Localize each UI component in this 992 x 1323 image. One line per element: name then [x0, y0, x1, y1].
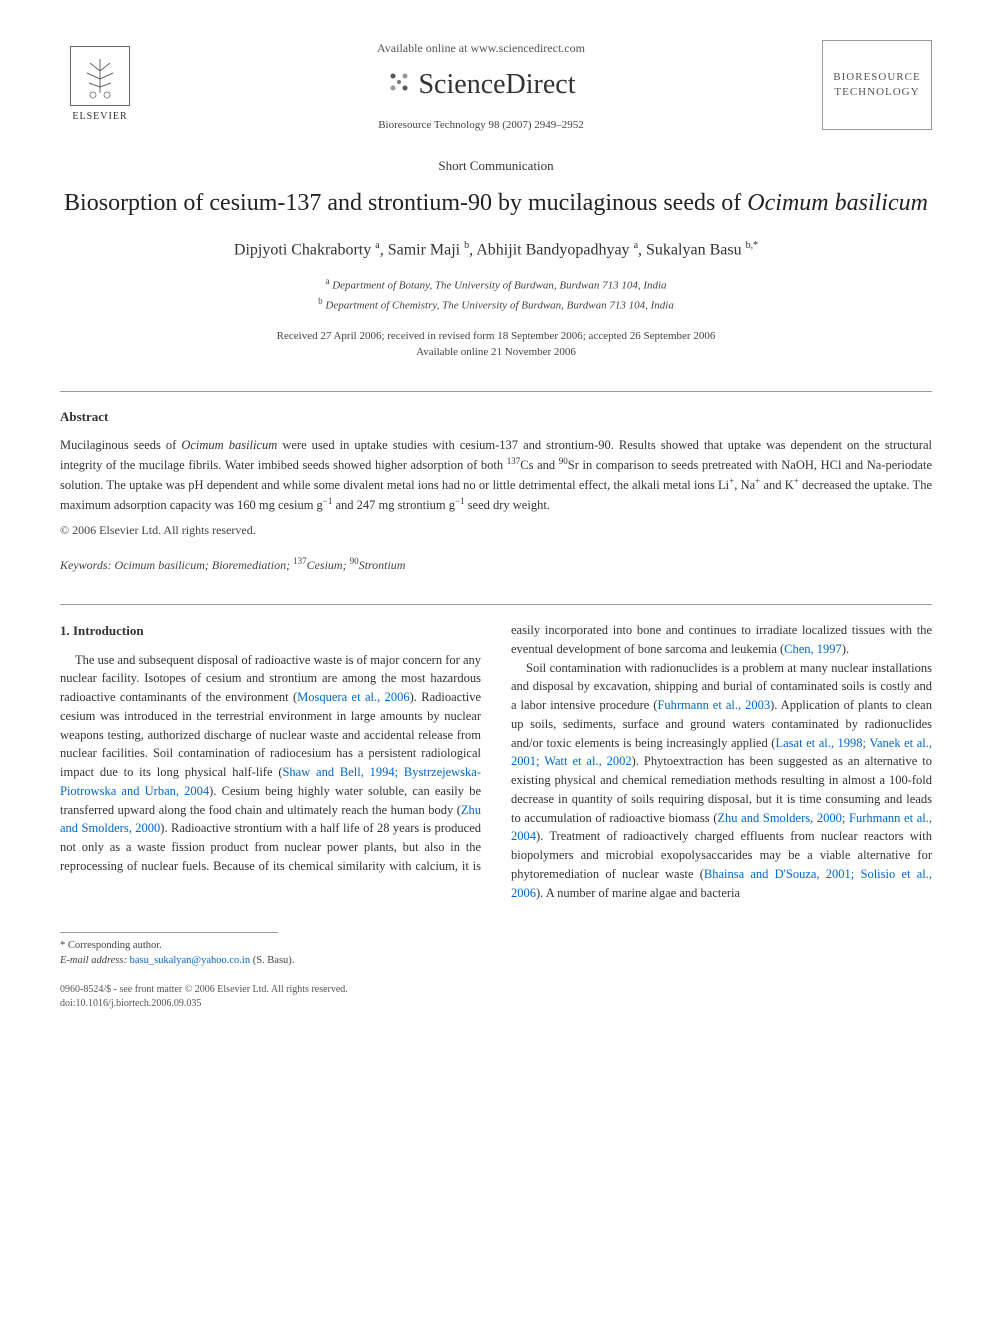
sciencedirect-icon [386, 67, 412, 106]
paragraph-2: Soil contamination with radionuclides is… [511, 659, 932, 903]
email-label: E-mail address: [60, 955, 127, 966]
body-text: 1. Introduction The use and subsequent d… [60, 621, 932, 902]
abstract-text: Mucilaginous seeds of Ocimum basilicum w… [60, 436, 932, 514]
dates-received: Received 27 April 2006; received in revi… [277, 330, 716, 342]
elsevier-text: ELSEVIER [72, 110, 127, 124]
affiliations: a Department of Botany, The University o… [60, 275, 932, 313]
issn-line: 0960-8524/$ - see front matter © 2006 El… [60, 983, 348, 997]
abstract-copyright: © 2006 Elsevier Ltd. All rights reserved… [60, 522, 932, 539]
elsevier-tree-icon [70, 46, 130, 106]
divider-top [60, 391, 932, 392]
header-top: ELSEVIER Available online at www.science… [60, 40, 932, 133]
available-online-text: Available online at www.sciencedirect.co… [140, 40, 822, 57]
authors: Dipjyoti Chakraborty a, Samir Maji b, Ab… [60, 239, 932, 262]
sciencedirect-text: ScienceDirect [418, 69, 575, 100]
divider-bottom [60, 604, 932, 605]
title-species: Ocimum basilicum [747, 190, 928, 216]
corresponding-email[interactable]: basu_sukalyan@yahoo.co.in [130, 955, 250, 966]
email-suffix: (S. Basu). [253, 955, 295, 966]
journal-reference: Bioresource Technology 98 (2007) 2949–29… [140, 118, 822, 133]
elsevier-logo: ELSEVIER [60, 40, 140, 130]
affiliation-b: Department of Chemistry, The University … [325, 299, 673, 311]
journal-cover-title-1: BIORESOURCE [833, 70, 920, 85]
abstract-heading: Abstract [60, 408, 932, 426]
journal-cover: BIORESOURCE TECHNOLOGY [822, 40, 932, 130]
doi-line: doi:10.1016/j.biortech.2006.09.035 [60, 997, 348, 1011]
keywords: Keywords: Ocimum basilicum; Bioremediati… [60, 555, 932, 574]
article-dates: Received 27 April 2006; received in revi… [60, 328, 932, 361]
sciencedirect-logo: ScienceDirect [140, 65, 822, 106]
article-title: Biosorption of cesium-137 and strontium-… [60, 188, 932, 219]
article-type: Short Communication [60, 157, 932, 175]
corresponding-label: * Corresponding author. [60, 940, 162, 951]
center-header: Available online at www.sciencedirect.co… [140, 40, 822, 133]
corresponding-author: * Corresponding author. E-mail address: … [60, 939, 932, 968]
footer-separator [60, 932, 278, 933]
section-1-heading: 1. Introduction [60, 621, 481, 641]
footer-bottom: 0960-8524/$ - see front matter © 2006 El… [60, 983, 932, 1011]
dates-online: Available online 21 November 2006 [416, 346, 576, 358]
title-prefix: Biosorption of cesium-137 and strontium-… [64, 190, 747, 216]
journal-cover-title-2: TECHNOLOGY [834, 85, 919, 100]
affiliation-a: Department of Botany, The University of … [332, 280, 666, 292]
